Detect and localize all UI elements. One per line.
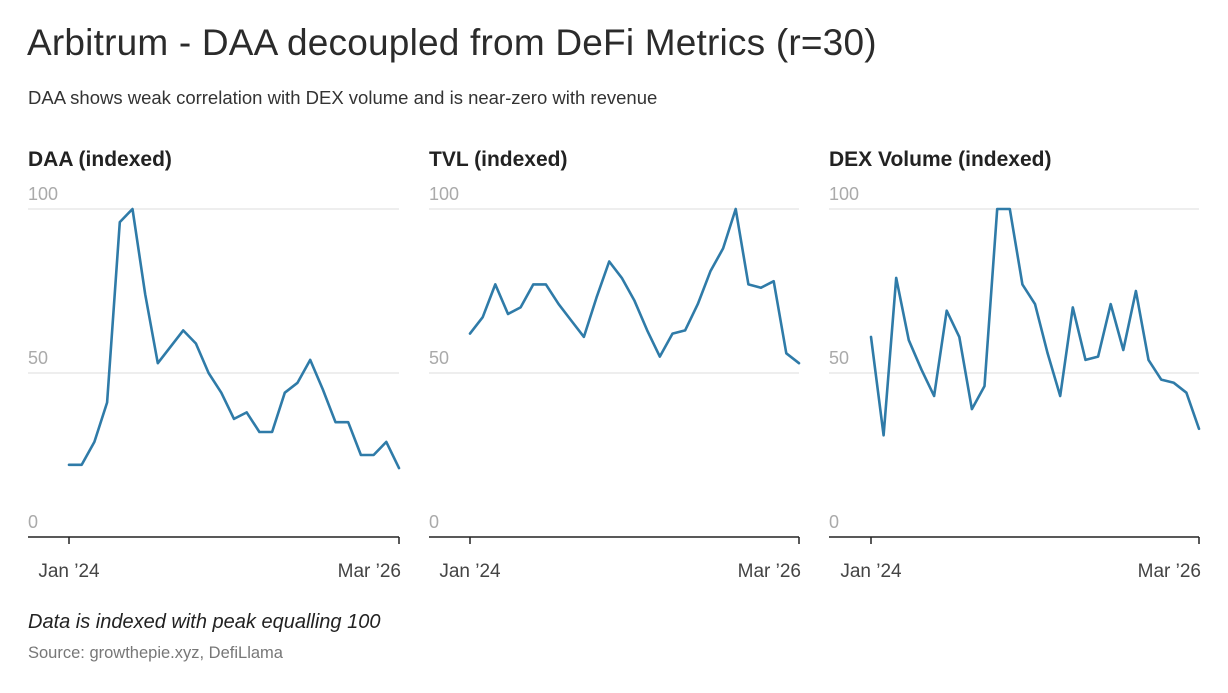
x-tick-label: Mar ’26 <box>1138 561 1201 582</box>
panel-title-tvl: TVL (indexed) <box>429 148 568 171</box>
y-tick-label: 50 <box>429 348 449 368</box>
chart-subtitle: DAA shows weak correlation with DEX volu… <box>28 87 658 108</box>
panel-title-daa: DAA (indexed) <box>28 148 172 171</box>
chart-panel-tvl: 100 50 0 Jan ’24 Mar ’26 <box>429 184 801 582</box>
panel-title-dex-volume: DEX Volume (indexed) <box>829 148 1052 171</box>
chart-panel-dex-volume: 100 50 0 Jan ’24 Mar ’26 <box>829 184 1201 582</box>
y-tick-label: 100 <box>28 184 58 204</box>
series-line-tvl <box>468 207 801 365</box>
chart-source: Source: growthepie.xyz, DefiLlama <box>28 644 283 662</box>
chart-title: Arbitrum - DAA decoupled from DeFi Metri… <box>27 22 877 63</box>
x-tick-label: Jan ’24 <box>840 561 902 582</box>
chart-panel-daa: 100 50 0 Jan ’24 Mar ’26 <box>28 184 401 582</box>
x-tick-label: Jan ’24 <box>38 561 100 582</box>
y-tick-label: 100 <box>429 184 459 204</box>
y-tick-label: 0 <box>829 512 839 532</box>
y-tick-label: 50 <box>28 348 48 368</box>
x-tick-label: Mar ’26 <box>738 561 801 582</box>
x-tick-label: Jan ’24 <box>439 561 501 582</box>
y-tick-label: 50 <box>829 348 849 368</box>
y-tick-label: 0 <box>429 512 439 532</box>
series-line-daa <box>67 207 401 470</box>
series-line-dex-volume <box>869 207 1201 437</box>
y-tick-label: 0 <box>28 512 38 532</box>
y-tick-label: 100 <box>829 184 859 204</box>
chart-note: Data is indexed with peak equalling 100 <box>28 611 381 633</box>
x-tick-label: Mar ’26 <box>338 561 401 582</box>
